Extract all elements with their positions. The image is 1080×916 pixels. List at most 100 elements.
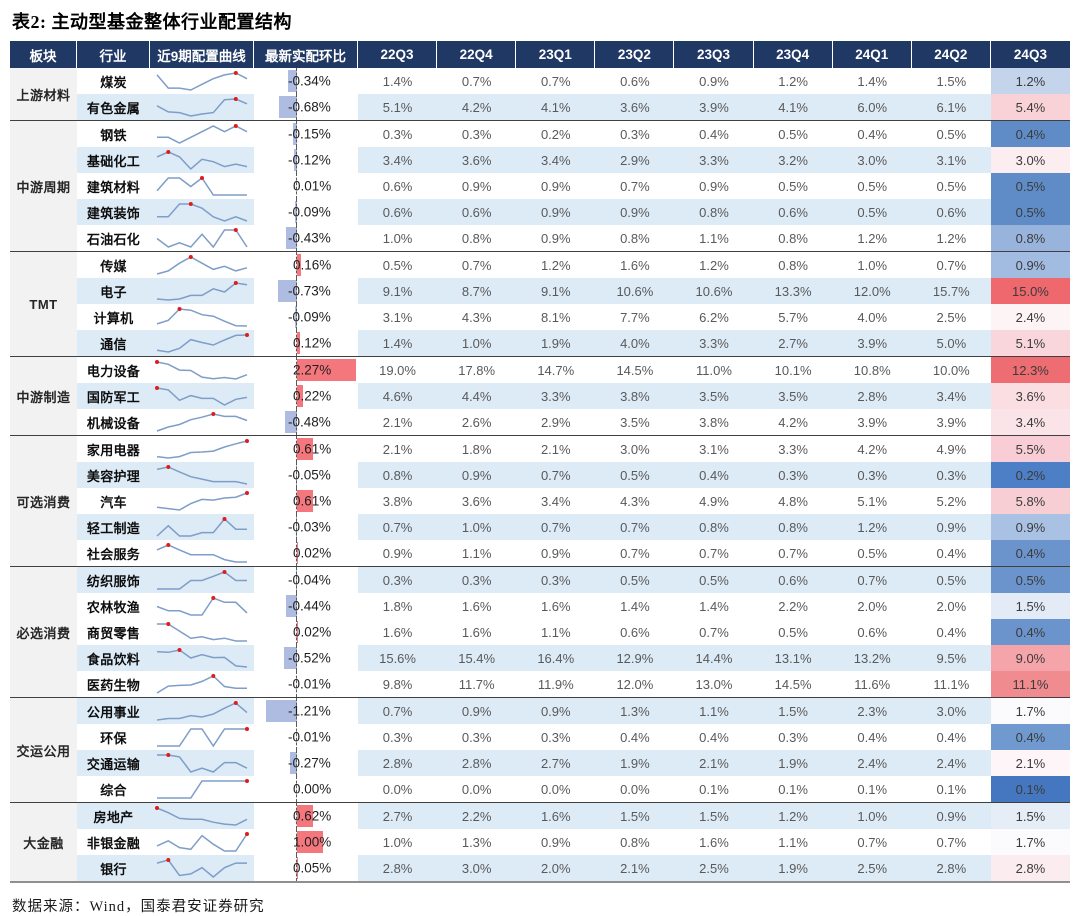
industry-label: 建筑材料 xyxy=(86,179,141,195)
quarter-value-22Q4: 8.7% xyxy=(437,278,517,304)
sector-group: TMT 传媒 0.16% 0.5% 0.7% 1.2% 1.6% 1.2% 0.8% 1.0% 0.… xyxy=(10,251,1070,356)
sparkline-cell xyxy=(150,750,254,776)
sparkline-path xyxy=(156,308,248,327)
sparkline-max-dot xyxy=(245,333,249,337)
table-row: 医药生物 -0.01% 9.8% 11.7% 11.9% 12.0% 13.0% 14.5% 1… xyxy=(77,671,1070,697)
sparkline-cell xyxy=(150,645,254,671)
quarter-value-24Q2: 3.4% xyxy=(911,383,991,409)
table-row: 商贸零售 0.02% 1.6% 1.6% 1.1% 0.6% 0.7% 0.5% 0.6% 0.4… xyxy=(77,619,1070,645)
sparkline-path xyxy=(156,72,248,91)
quarter-value-24Q1: 2.4% xyxy=(832,750,912,776)
industry-label: 交通运输 xyxy=(77,750,150,776)
quarter-value-24Q1: 4.2% xyxy=(857,441,888,457)
allocation-table: 板块 行业 近9期配置曲线 最新实配环比 22Q3 22Q4 23Q1 23Q2 23Q3 23Q… xyxy=(10,41,1070,883)
quarter-value-22Q4: 1.0% xyxy=(437,330,517,356)
quarter-value-23Q3: 0.4% xyxy=(674,462,754,488)
quarter-value-22Q4: 1.1% xyxy=(461,545,492,561)
quarter-value-24Q3: 0.5% xyxy=(990,199,1070,225)
mom-change-value: -0.09% xyxy=(288,309,331,325)
quarter-value-24Q3: 1.5% xyxy=(990,803,1070,829)
quarter-value-24Q2: 11.1% xyxy=(933,676,970,692)
quarter-value-23Q2: 0.4% xyxy=(620,729,650,745)
mom-change-bar xyxy=(297,438,313,460)
industry-label: 食品饮料 xyxy=(77,645,150,671)
quarter-value-23Q3: 1.4% xyxy=(699,598,729,614)
quarter-value-24Q1: 0.6% xyxy=(857,624,888,640)
sparkline-cell xyxy=(150,619,254,645)
quarter-value-23Q1: 0.0% xyxy=(540,781,571,797)
column-header-5: 22Q3 xyxy=(358,41,438,68)
quarter-value-23Q1: 0.3% xyxy=(540,729,571,745)
table-row: 石油石化 -0.43% 1.0% 0.8% 0.9% 0.8% 1.1% 0.8% 1.2% 1.… xyxy=(77,225,1070,251)
quarter-value-23Q2: 12.0% xyxy=(616,676,654,692)
quarter-value-22Q3: 19.0% xyxy=(379,362,416,378)
mom-change-cell: -0.03% xyxy=(254,514,358,540)
quarter-value-23Q4: 0.3% xyxy=(753,462,833,488)
allocation-sparkline xyxy=(156,281,248,301)
mom-change-bar xyxy=(285,227,297,249)
quarter-value-22Q4: 3.6% xyxy=(437,147,517,173)
quarter-value-24Q2: 1.5% xyxy=(936,73,967,89)
quarter-value-22Q4: 0.8% xyxy=(461,230,492,246)
allocation-sparkline xyxy=(156,701,248,721)
sparkline-path xyxy=(156,597,248,616)
quarter-value-23Q4: 0.7% xyxy=(778,545,808,561)
mom-change-value: -0.01% xyxy=(288,676,331,692)
quarter-value-24Q3: 3.0% xyxy=(990,147,1070,173)
quarter-value-24Q3: 12.3% xyxy=(990,357,1070,383)
sparkline-max-dot xyxy=(245,491,249,495)
quarter-value-23Q3: 1.1% xyxy=(699,230,729,246)
table-row: 汽车 0.61% 3.8% 3.6% 3.4% 4.3% 4.9% 4.8% 5.1% 5.2% 5… xyxy=(77,488,1070,514)
sparkline-path xyxy=(156,833,248,852)
quarter-value-24Q1: 0.3% xyxy=(832,462,912,488)
sparkline-cell xyxy=(150,383,254,409)
sparkline-max-dot xyxy=(166,622,171,626)
allocation-sparkline xyxy=(156,543,247,563)
mom-change-bar xyxy=(297,490,313,512)
sparkline-path xyxy=(156,702,248,721)
quarter-value-24Q3: 1.2% xyxy=(990,68,1070,94)
table-row: 农林牧渔 -0.44% 1.8% 1.6% 1.6% 1.4% 1.4% 2.2% 2.0% 2.… xyxy=(77,593,1070,619)
industry-label: 机械设备 xyxy=(86,415,141,431)
sparkline-cell xyxy=(150,68,254,94)
mom-change-bar xyxy=(285,595,297,617)
sparkline-path xyxy=(156,544,247,563)
mom-change-bar xyxy=(284,411,297,433)
quarter-value-24Q1: 2.8% xyxy=(832,383,912,409)
industry-label: 国防军工 xyxy=(77,383,150,409)
sparkline-path xyxy=(156,859,247,878)
quarter-value-22Q3: 1.0% xyxy=(382,834,413,850)
sparkline-path xyxy=(156,649,248,668)
mom-change-cell: -0.68% xyxy=(254,94,358,120)
quarter-value-24Q3: 0.8% xyxy=(990,225,1070,251)
quarter-value-24Q2: 0.9% xyxy=(911,514,991,540)
sparkline-path xyxy=(156,256,248,275)
industry-label: 家用电器 xyxy=(86,442,141,458)
table-row: 公用事业 -1.21% 0.7% 0.9% 0.9% 1.3% 1.1% 1.5% 2.3% 3.… xyxy=(77,698,1070,724)
quarter-value-24Q3: 5.4% xyxy=(990,94,1070,120)
mom-change-value: 0.61% xyxy=(293,493,332,509)
quarter-value-24Q3: 1.7% xyxy=(990,698,1070,724)
sector-label: TMT xyxy=(10,252,77,356)
table-row: 轻工制造 -0.03% 0.7% 1.0% 0.7% 0.7% 0.8% 0.8% 1.2% 0.… xyxy=(77,514,1070,540)
mom-change-bar xyxy=(297,542,298,564)
quarter-value-24Q3: 3.6% xyxy=(990,383,1070,409)
quarter-value-23Q4: 13.3% xyxy=(753,278,833,304)
quarter-value-22Q4: 0.0% xyxy=(461,781,492,797)
quarter-value-23Q4: 0.8% xyxy=(778,257,808,273)
mom-change-cell: -0.04% xyxy=(254,567,358,593)
industry-label: 非银金融 xyxy=(86,835,141,851)
quarter-value-22Q4: 0.3% xyxy=(437,567,517,593)
quarter-value-24Q3: 0.4% xyxy=(990,724,1070,750)
quarter-value-23Q2: 3.8% xyxy=(595,383,675,409)
mom-change-cell: -0.48% xyxy=(254,409,358,435)
sparkline-path xyxy=(156,387,248,406)
mom-change-value: 0.22% xyxy=(293,388,332,404)
mom-change-cell: -1.21% xyxy=(254,698,358,724)
quarter-value-23Q3: 0.9% xyxy=(699,73,729,89)
mom-change-value: 0.61% xyxy=(293,441,332,457)
quarter-value-23Q3: 0.9% xyxy=(699,178,729,194)
quarter-value-23Q1: 2.9% xyxy=(540,414,571,430)
quarter-value-23Q2: 2.1% xyxy=(595,855,675,881)
quarter-value-22Q3: 0.3% xyxy=(358,567,438,593)
